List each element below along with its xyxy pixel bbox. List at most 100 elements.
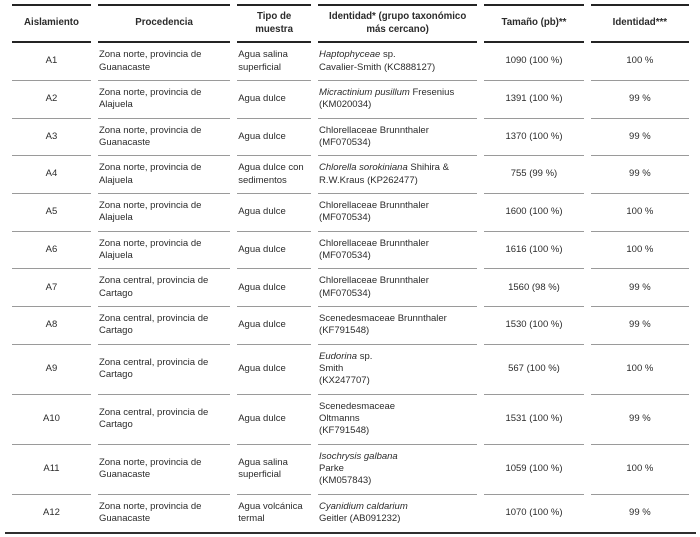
cell-identidad: Eudorina sp. Smith (KX247707) [318,345,478,395]
column-header-procedencia: Procedencia [97,4,231,44]
table-row: A2 Zona norte, provincia de Alajuela Agua … [12,81,689,119]
cell-identidad: Chlorellaceae Brunnthaler (MF070534) [318,269,478,308]
cell-identidad-pct: 100 % [590,232,689,270]
identidad-line: Scenedesmaceae Brunnthaler [319,313,476,325]
cell-aislamiento: A11 [12,445,91,495]
cell-identidad: Isochrysis galbana Parke (KM057843) [318,445,478,495]
identidad-line: Chlorellaceae Brunnthaler [319,275,476,287]
identidad-line: Chlorellaceae Brunnthaler [319,238,476,250]
taxon-text: R.W.Kraus (KP262477) [319,174,418,186]
cell-identidad-pct: 99 % [590,156,689,194]
cell-identidad: Chlorellaceae Brunnthaler (MF070534) [318,232,478,270]
taxon-text: Cavalier-Smith (KC888127) [319,61,436,73]
cell-tamano: 1530 (100 %) [484,307,584,345]
cell-aislamiento: A10 [12,395,91,445]
identidad-line: Micractinium pusillum Fresenius [319,87,476,99]
taxon-text: (MF070534) [319,287,371,299]
cell-identidad: Chlorella sorokiniana Shihira & R.W.Kraus… [318,156,478,194]
taxon-text: Geitler (AB091232) [319,513,401,525]
cell-aislamiento: A6 [12,232,91,270]
cell-identidad-pct: 100 % [590,194,689,232]
taxon-text: Scenedesmaceae [319,400,396,412]
identidad-line: Isochrysis galbana [319,451,476,463]
cell-tamano: 1616 (100 %) [484,232,584,270]
cell-aislamiento: A7 [12,269,91,308]
cell-procedencia: Zona norte, provincia de Alajuela [97,156,231,194]
taxon-text: Chlorellaceae Brunnthaler [319,124,429,136]
cell-aislamiento: A8 [12,307,91,345]
taxon-name: Isochrysis galbana [319,450,398,462]
identidad-line: (MF070534) [319,250,476,262]
cell-identidad: Micractinium pusillum Fresenius (KM020034… [318,81,478,119]
identidad-line: R.W.Kraus (KP262477) [319,175,476,187]
taxon-name: Micractinium pusillum [319,86,410,98]
taxon-text: Parke [319,463,344,475]
identidad-line: (KF791548) [319,425,476,437]
table-row: A5 Zona norte, provincia de Alajuela Agua … [12,194,689,232]
table-row: A1 Zona norte, provincia de Guanacaste Agu… [12,43,689,81]
taxon-text: (MF070534) [319,250,371,261]
taxon-text: Smith [319,363,344,375]
cell-procedencia: Zona norte, provincia de Guanacaste [97,119,231,157]
cell-tipo-muestra: Agua dulce [237,119,312,157]
identidad-line: (MF070534) [319,212,476,224]
column-header-tipo-muestra: Tipo de muestra [237,4,312,44]
cell-tamano: 1090 (100 %) [484,43,584,81]
table-row: A6 Zona norte, provincia de Alajuela Agua … [12,232,689,270]
taxon-text: sp. [357,350,373,362]
cell-identidad-pct: 99 % [590,119,689,157]
table-row: A8 Zona central, provincia de Cartago Agua… [12,307,689,345]
cell-aislamiento: A9 [12,345,91,395]
cell-identidad-pct: 100 % [590,43,689,81]
table-row: A12 Zona norte, provincia de Guanacaste Ag… [12,495,689,532]
cell-procedencia: Zona central, provincia de Cartago [97,269,231,308]
cell-identidad: Haptophyceae sp. Cavalier-Smith (KC888127… [318,43,478,81]
taxon-text: sp. [380,49,396,61]
cell-tamano: 1391 (100 %) [484,81,584,119]
table-row: A3 Zona norte, provincia de Guanacaste Agu… [12,119,689,157]
cell-aislamiento: A12 [43,506,60,518]
cell-tamano: 1070 (100 %) [505,506,563,518]
cell-tipo-muestra: Agua dulce [237,345,312,395]
identidad-line: (MF070534) [319,288,476,300]
cell-procedencia: Zona norte, provincia de Guanacaste [97,445,231,495]
cell-identidad-pct: 99 % [629,506,651,518]
results-table: Aislamiento Procedencia Tipo de muestra … [5,4,696,532]
cell-procedencia: Zona norte, provincia de Alajuela [97,194,231,232]
identidad-line: (KM020034) [319,99,476,111]
cell-procedencia: Zona norte, provincia de Alajuela [97,232,231,270]
taxon-name: Cyanidium caldarium [319,500,408,512]
taxon-text: Fresenius [409,86,455,98]
identidad-line: Geitler (AB091232) [319,513,476,525]
table-row: A9 Zona central, provincia de Cartago Agua… [12,345,689,395]
cell-tipo-muestra: Agua dulce [237,232,312,270]
cell-tamano: 1059 (100 %) [484,445,584,495]
identidad-line: (KX247707) [319,375,476,387]
cell-identidad-pct: 99 % [590,269,689,308]
column-header-tamano: Tamaño (pb)** [484,4,584,44]
cell-aislamiento: A3 [12,119,91,157]
cell-procedencia: Zona norte, provincia de Guanacaste [97,43,231,81]
cell-identidad-pct: 99 % [590,307,689,345]
identidad-line: Smith [319,363,476,375]
cell-tamano: 1531 (100 %) [484,395,584,445]
identidad-line: (MF070534) [319,137,476,149]
identidad-line: Eudorina sp. [319,351,476,363]
identidad-line: (KM057843) [319,475,476,487]
taxon-text: Oltmanns [319,413,360,425]
identidad-line: (KF791548) [319,325,476,337]
table-row: A11 Zona norte, provincia de Guanacaste Ag… [12,445,689,495]
taxon-text: Chlorellaceae Brunnthaler [319,275,429,287]
taxon-name: Haptophyceae [319,49,381,61]
cell-procedencia: Zona norte, provincia de Alajuela [97,81,231,119]
cell-tipo-muestra: Agua dulce [237,307,312,345]
table-header: Aislamiento Procedencia Tipo de muestra … [12,4,689,44]
taxon-name: Chlorella sorokiniana [319,162,408,174]
cell-aislamiento: A4 [12,156,91,194]
cell-identidad: Scenedesmaceae Brunnthaler (KF791548) [318,307,478,345]
cell-identidad: Chlorellaceae Brunnthaler (MF070534) [318,194,478,232]
cell-procedencia: Zona central, provincia de Cartago [97,307,231,345]
taxon-text: (KM020034) [319,99,372,111]
cell-tipo-muestra: Agua dulce [237,269,312,308]
taxon-text: (MF070534) [319,212,371,224]
